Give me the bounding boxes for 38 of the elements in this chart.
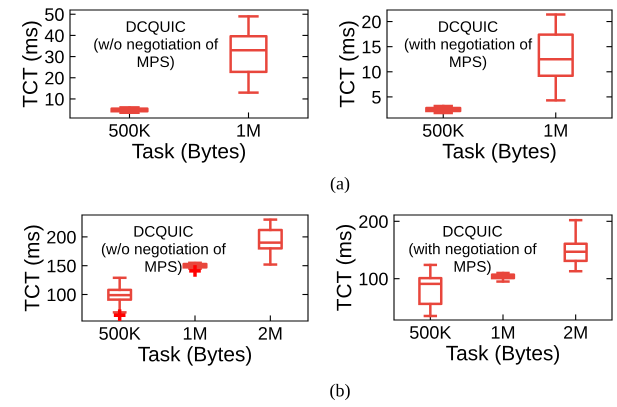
x-axis-title: Task (Bytes) xyxy=(442,143,556,163)
y-tick-label: 40 xyxy=(44,29,64,42)
x-tick-label: 500K xyxy=(109,124,150,137)
y-tick-label: 150 xyxy=(48,260,76,272)
x-axis-title: Task (Bytes) xyxy=(138,346,252,366)
x-tick-label: 500K xyxy=(99,327,141,340)
y-axis-title: TCT (ms) xyxy=(22,22,42,108)
annotation: DCQUIC (w/o negotiation of MPS) xyxy=(102,226,226,275)
text: (a) xyxy=(330,176,350,194)
text: (b) xyxy=(330,384,350,400)
y-tick-label: 200 xyxy=(47,230,76,244)
y-tick-label: 5 xyxy=(372,91,381,104)
y-tick-label: 20 xyxy=(45,72,64,84)
y-tick-label: 10 xyxy=(46,92,64,106)
x-tick-label: 2M xyxy=(258,327,282,340)
y-tick-label: 100 xyxy=(360,272,388,286)
y-tick-label: 100 xyxy=(48,288,76,302)
y-axis-title: TCT (ms) xyxy=(24,226,44,312)
x-axis-title: Task (Bytes) xyxy=(132,143,246,163)
y-tick-label: 20 xyxy=(362,15,381,28)
x-tick-label: 1M xyxy=(492,326,514,339)
y-tick-label: 30 xyxy=(45,50,64,64)
x-tick-label: 500K xyxy=(410,326,452,339)
y-tick-label: 10 xyxy=(362,66,381,79)
y-axis-title: TCT (ms) xyxy=(339,22,359,108)
x-tick-label: 2M xyxy=(564,326,587,339)
x-tick-label: 500K xyxy=(422,124,464,137)
annotation: DCQUIC (with negotiation of MPS) xyxy=(404,21,532,70)
y-axis-title: TCT (ms) xyxy=(336,225,356,311)
x-axis-title: Task (Bytes) xyxy=(446,345,560,365)
y-tick-label: 15 xyxy=(362,40,381,54)
x-tick-label: 1M xyxy=(544,124,567,137)
x-tick-label: 1M xyxy=(237,124,260,137)
x-tick-label: 1M xyxy=(184,327,206,340)
annotation: DCQUIC (with negotiation of MPS) xyxy=(409,226,537,275)
y-tick-label: 50 xyxy=(45,8,64,21)
y-tick-label: 200 xyxy=(359,215,388,228)
annotation: DCQUIC (w/o negotiation of MPS) xyxy=(94,21,218,70)
